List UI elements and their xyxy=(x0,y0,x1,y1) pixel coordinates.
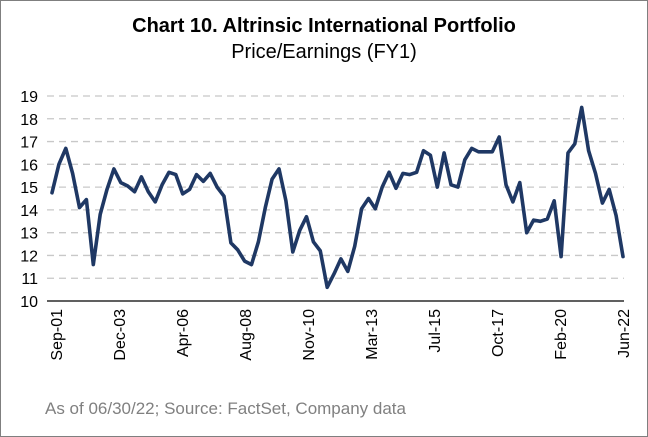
x-tick-label: Jun-22 xyxy=(616,309,633,358)
y-tick-label: 17 xyxy=(20,135,38,152)
source-note: As of 06/30/22; Source: FactSet, Company… xyxy=(45,399,406,418)
x-tick-label: Mar-13 xyxy=(364,309,381,360)
y-tick-label: 16 xyxy=(20,157,38,174)
y-tick-label: 18 xyxy=(20,112,38,129)
y-tick-label: 10 xyxy=(20,294,38,311)
y-tick-label: 19 xyxy=(20,89,38,106)
x-tick-label: Sep-01 xyxy=(49,309,66,361)
y-tick-label: 13 xyxy=(20,226,38,243)
series-line xyxy=(50,105,625,290)
x-tick-label: Feb-20 xyxy=(553,309,570,360)
chart-title: Chart 10. Altrinsic International Portfo… xyxy=(132,15,516,37)
y-tick-label: 14 xyxy=(20,203,38,220)
x-tick-label: Aug-08 xyxy=(238,309,255,361)
x-tick-label: Dec-03 xyxy=(112,309,129,361)
x-tick-label: Oct-17 xyxy=(490,309,507,357)
x-tick-label: Nov-10 xyxy=(301,309,318,361)
chart-subtitle: Price/Earnings (FY1) xyxy=(231,41,417,63)
y-tick-label: 11 xyxy=(21,271,38,288)
y-tick-label: 15 xyxy=(20,180,38,197)
x-tick-label: Apr-06 xyxy=(175,309,192,357)
y-tick-label: 12 xyxy=(20,248,38,265)
x-tick-label: Jul-15 xyxy=(427,309,444,353)
